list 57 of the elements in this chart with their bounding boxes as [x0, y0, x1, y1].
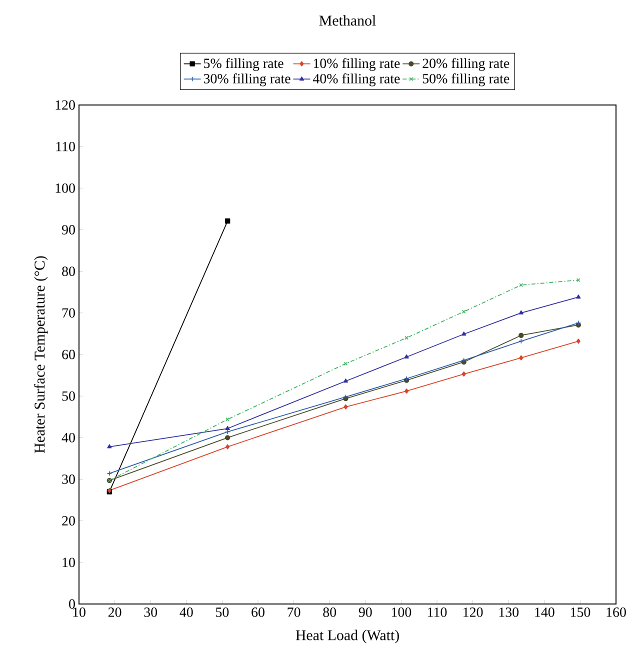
point — [518, 332, 524, 338]
legend-label: 5% filling rate — [204, 58, 284, 71]
point — [576, 278, 580, 282]
y-tick-label: 0 — [69, 599, 75, 609]
point — [224, 435, 230, 440]
x-tick-label: 150 — [570, 608, 590, 617]
x-tick-label: 20 — [108, 608, 122, 617]
x-tick-label: 110 — [428, 608, 447, 617]
y-tick-label: 120 — [56, 100, 75, 110]
x-tick-label: 10 — [73, 608, 86, 617]
point — [404, 388, 409, 394]
point — [404, 354, 409, 358]
y-axis-title: Heater Surface Temperature (°C) — [34, 256, 48, 453]
point — [462, 310, 466, 314]
x-tick-label: 130 — [499, 608, 519, 617]
point — [225, 426, 230, 430]
chart-title: Methanol — [319, 15, 376, 26]
y-tick-label: 40 — [62, 432, 75, 442]
y-tick-label: 50 — [62, 391, 75, 401]
x-tick-label: 90 — [358, 608, 372, 617]
point — [343, 378, 348, 383]
x-tick-label: 50 — [216, 608, 229, 617]
x-tick-label: 100 — [392, 608, 412, 617]
legend-label: 20% filling rate — [422, 58, 510, 71]
x-tick-label: 120 — [464, 608, 483, 617]
point — [344, 404, 348, 410]
y-tick-label: 100 — [56, 183, 75, 193]
x-tick-label: 40 — [180, 608, 193, 617]
point — [519, 355, 524, 360]
point — [462, 371, 466, 377]
y-tick-label: 70 — [62, 308, 75, 318]
x-tick-label: 80 — [323, 608, 336, 617]
point — [404, 336, 409, 340]
point — [107, 444, 112, 448]
point — [226, 444, 230, 450]
legend-label: 40% filling rate — [312, 73, 400, 86]
point — [518, 310, 524, 314]
y-tick-label: 60 — [62, 350, 75, 360]
y-tick-label: 110 — [56, 142, 75, 152]
point — [576, 294, 581, 299]
y-tick-label: 80 — [62, 266, 75, 276]
legend-label: 50% filling rate — [422, 73, 510, 86]
y-tick-label: 90 — [62, 225, 75, 234]
legend-label: 30% filling rate — [204, 73, 290, 86]
y-tick-label: 20 — [62, 516, 75, 526]
point — [462, 332, 466, 336]
x-tick-label: 160 — [606, 608, 626, 617]
x-axis-title: Heat Load (Watt) — [296, 630, 399, 644]
x-tick-label: 30 — [144, 608, 158, 617]
x-tick-label: 70 — [288, 608, 300, 617]
x-tick-label: 60 — [252, 608, 264, 617]
point — [224, 218, 230, 224]
point — [576, 338, 580, 344]
y-tick-label: 30 — [62, 474, 75, 484]
x-tick-label: 140 — [535, 608, 554, 617]
y-tick-label: 10 — [62, 558, 75, 568]
legend-label: 10% filling rate — [314, 58, 400, 71]
